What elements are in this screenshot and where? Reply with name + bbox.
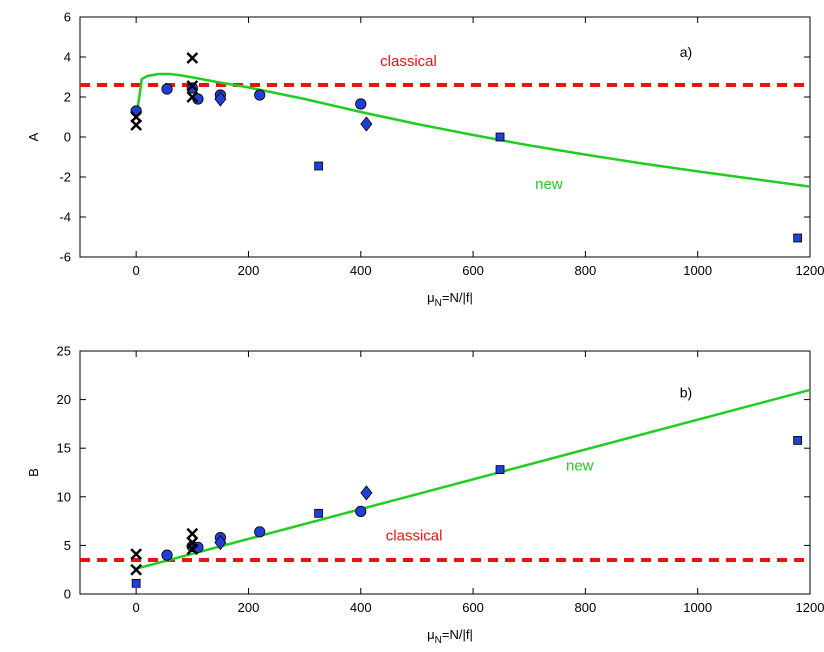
panel-a-new-curve bbox=[134, 72, 811, 188]
panel-a-ytick-label: 4 bbox=[64, 50, 71, 65]
panel-b-cross-point bbox=[130, 548, 143, 561]
panel-b-cross-stroke bbox=[186, 527, 199, 540]
panel-b-ytick-label: 0 bbox=[64, 587, 71, 602]
panel-a-xtick-label: 0 bbox=[133, 263, 140, 278]
panel-b-xtick-label: 1000 bbox=[683, 600, 712, 615]
panel-b-square-point bbox=[495, 465, 505, 474]
panel-b-xtick-label: 400 bbox=[350, 600, 372, 615]
panel-b-panel-label: b) bbox=[680, 385, 692, 401]
panel-b-cross-point bbox=[130, 563, 143, 576]
panel-a-square-point bbox=[793, 233, 803, 243]
panel-a-xtick-label: 600 bbox=[462, 263, 484, 278]
panel-a-ytick-label: 6 bbox=[64, 10, 71, 25]
panel-a-circle-point bbox=[254, 89, 266, 101]
panel-a-ytick-label: 2 bbox=[64, 90, 71, 105]
panel-a-cross-stroke bbox=[130, 111, 143, 123]
panel-a-xtick-label: 800 bbox=[575, 263, 597, 278]
panel-a-diamond-point bbox=[360, 116, 373, 132]
panel-a-square-point bbox=[314, 161, 324, 171]
panel-b-circle-point bbox=[355, 505, 367, 517]
panel-b-new-label: new bbox=[566, 458, 594, 475]
panel-b-xtick-label: 800 bbox=[575, 600, 597, 615]
panel-a-x-axis-label-sub: N bbox=[435, 298, 442, 309]
panel-b-cross-stroke bbox=[130, 563, 143, 576]
panel-b-square-point bbox=[314, 508, 324, 518]
panel-b-square-point bbox=[131, 578, 141, 588]
panel-b-diamond-point bbox=[214, 534, 227, 551]
panel-b-y-axis-label: B bbox=[26, 468, 41, 477]
panel-a-ytick-label: -2 bbox=[59, 170, 71, 185]
panel-a-xtick-label: 1000 bbox=[683, 263, 712, 278]
panel-a-cross-point bbox=[186, 80, 199, 92]
panel-a-xtick-label: 1200 bbox=[796, 263, 824, 278]
panel-a-new-label: new bbox=[535, 176, 563, 193]
panel-a-xtick-label: 400 bbox=[350, 263, 372, 278]
panel-b-circle-point bbox=[161, 549, 173, 561]
panel-a-cross-stroke bbox=[186, 80, 199, 92]
panel-a-ytick-label: -4 bbox=[59, 210, 71, 225]
panel-a-plot-frame bbox=[79, 16, 811, 258]
panel-b-square-point bbox=[793, 436, 803, 445]
panel-a-classical-label: classical bbox=[380, 53, 437, 70]
panel-a-chart: 0 200 400 600 800 1000 1200 -6 -4 -2 0 2 4 6 μN=N/|f| A… bbox=[26, 10, 824, 310]
panel-a-ytick-label: 0 bbox=[64, 130, 71, 145]
panel-a-x-axis-label: μN=N/|f| bbox=[427, 290, 473, 309]
panel-a-cross-point bbox=[186, 91, 199, 103]
panel-b-ytick-label: 15 bbox=[57, 441, 71, 456]
panel-b-chart: 0 200 400 600 800 1000 1200 0 5 10 15 20 25 μN=N/|f| B… bbox=[26, 344, 824, 647]
panel-b-cross-stroke bbox=[186, 543, 199, 556]
panel-b-circle-point bbox=[254, 526, 266, 538]
panel-b-new-curve bbox=[135, 388, 811, 570]
panel-a-diamond-point bbox=[214, 91, 227, 107]
panel-a-panel-label: a) bbox=[680, 44, 692, 60]
panel-a-circle-point bbox=[186, 82, 198, 94]
panel-a-y-axis-label: A bbox=[26, 132, 41, 141]
panel-b-ytick-label: 25 bbox=[57, 344, 71, 359]
panel-a-x-axis-label-rest: =N/|f| bbox=[442, 290, 473, 305]
panel-a-cross-stroke bbox=[186, 52, 199, 64]
panel-b-ytick-label: 5 bbox=[64, 538, 71, 553]
panel-b-cross-stroke bbox=[130, 548, 143, 561]
panel-b-cross-point bbox=[186, 527, 199, 540]
panel-a-circle-point bbox=[161, 83, 173, 95]
panel-b-x-axis-label-rest: =N/|f| bbox=[442, 627, 473, 642]
panel-b-diamond-point bbox=[360, 485, 373, 501]
panel-b-xtick-label: 200 bbox=[238, 600, 260, 615]
panel-b-plot-frame bbox=[79, 350, 811, 595]
panel-b-cross-point bbox=[186, 543, 199, 556]
panel-b-xtick-label: 0 bbox=[133, 600, 140, 615]
panel-b-x-axis-label-mu: μ bbox=[427, 627, 435, 642]
panel-b-classical-label: classical bbox=[386, 528, 443, 545]
panel-a-x-axis-label-mu: μ bbox=[427, 290, 435, 305]
panel-a-ytick-label: -6 bbox=[59, 250, 71, 265]
panel-b-xtick-label: 600 bbox=[462, 600, 484, 615]
panel-a-cross-point bbox=[130, 111, 143, 123]
panel-a-cross-point bbox=[186, 52, 199, 64]
panel-a-cross-stroke bbox=[186, 91, 199, 103]
panel-a-xtick-label: 200 bbox=[238, 263, 260, 278]
panel-a-square-point bbox=[495, 132, 505, 142]
panel-b-ytick-label: 20 bbox=[57, 392, 71, 407]
panel-b-x-axis-label: μN=N/|f| bbox=[427, 627, 473, 646]
panel-a-circle-point bbox=[355, 98, 367, 110]
panel-b-x-axis-label-sub: N bbox=[435, 635, 442, 646]
panel-b-xtick-label: 1200 bbox=[796, 600, 824, 615]
panel-b-ytick-label: 10 bbox=[57, 489, 71, 504]
